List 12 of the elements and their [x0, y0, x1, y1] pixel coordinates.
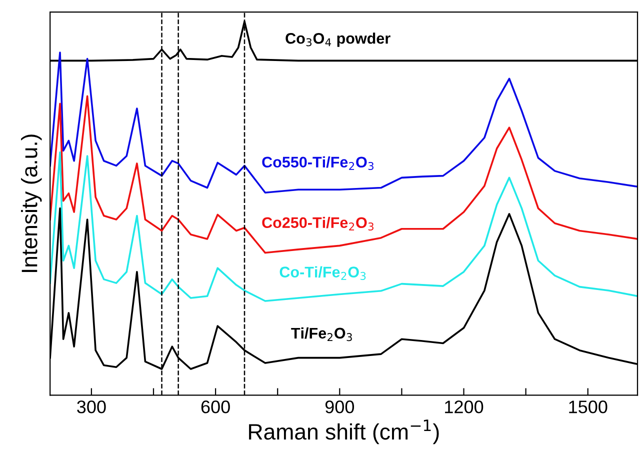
series-label: Ti/Fe$_{2}$O$_{3}$ — [291, 327, 352, 342]
x-axis-title: Raman shift (cm$^{−1}$) — [249, 420, 439, 444]
x-tick-label: 1200 — [445, 400, 484, 414]
series-label: Co-Ti/Fe$_{2}$O$_{3}$ — [280, 266, 366, 280]
x-tick-label: 1500 — [569, 400, 608, 414]
series-label: Co250-Ti/Fe$_{2}$O$_{3}$ — [262, 216, 374, 231]
x-tick-label: 600 — [201, 400, 230, 414]
y-axis-title: Intensity (a.u.) — [21, 134, 42, 272]
x-tick-label: 300 — [77, 400, 106, 414]
series-label: Co550-Ti/Fe$_{2}$O$_{3}$ — [262, 156, 374, 170]
x-tick-label: 900 — [325, 400, 354, 414]
series-label: Co$_{3}$O$_{4}$ powder — [286, 32, 390, 47]
